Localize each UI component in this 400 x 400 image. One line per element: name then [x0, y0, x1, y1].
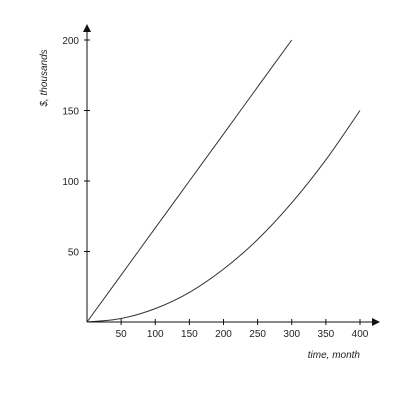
- y-tick-label: 150: [62, 107, 79, 118]
- ticks-layer: 50 100 150 200 250 300 350 400 50 100 150 200: [62, 36, 368, 340]
- y-axis-arrow: [83, 24, 91, 32]
- x-tick-label: 200: [215, 329, 232, 340]
- x-tick-label: 150: [181, 329, 198, 340]
- y-tick-label: 100: [62, 177, 79, 188]
- y-tick-label: 50: [68, 248, 80, 259]
- x-axis-arrow: [372, 318, 380, 326]
- x-tick-label: 350: [318, 329, 335, 340]
- x-tick-label: 400: [352, 329, 369, 340]
- y-tick-label: 200: [62, 36, 79, 47]
- x-axis-label: time, month: [308, 350, 361, 361]
- axes-layer: [83, 24, 380, 326]
- series-line-linear: [86, 39, 293, 323]
- x-tick-label: 250: [249, 329, 266, 340]
- series-layer: [86, 39, 361, 323]
- series-line-curve: [86, 110, 361, 323]
- x-tick-label: 50: [116, 329, 128, 340]
- x-tick-label: 300: [283, 329, 300, 340]
- x-tick-label: 100: [147, 329, 164, 340]
- y-axis-label: $, thousands: [39, 49, 50, 107]
